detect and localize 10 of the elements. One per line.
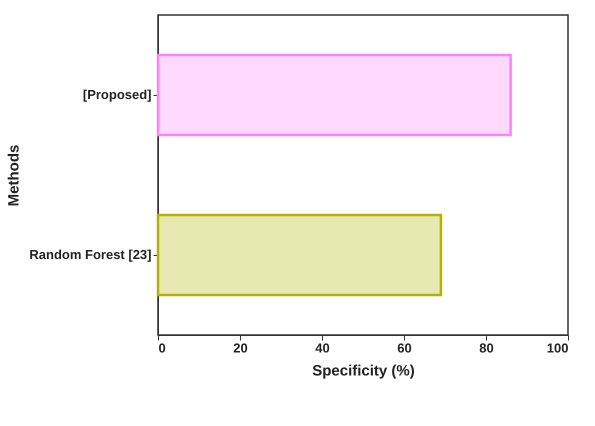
x-tick-label: 0 [158, 340, 166, 356]
y-axis-title: Methods [5, 144, 22, 206]
x-tick-label: 60 [397, 340, 412, 356]
y-tick-label: Random Forest [23] [29, 247, 152, 262]
x-axis-title: Specificity (%) [312, 362, 415, 380]
x-tick-label: 100 [546, 340, 568, 356]
x-tick-label: 20 [233, 340, 248, 356]
x-tick-label: 40 [315, 340, 330, 356]
x-tick-label: 80 [479, 340, 494, 356]
y-tick-label: [Proposed] [82, 87, 152, 102]
